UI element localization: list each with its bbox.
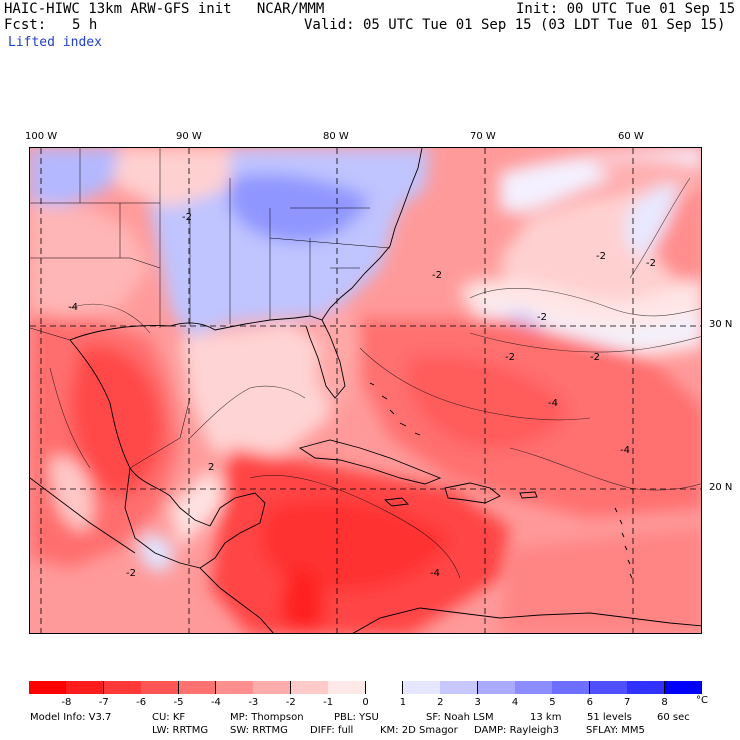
contour-label: -2 (182, 212, 192, 223)
lat-label-20n: 20 N (709, 482, 733, 493)
colorbar-cell (589, 681, 628, 694)
valid-time: Valid: 05 UTC Tue 01 Sep 15 (03 LDT Tue … (304, 17, 726, 33)
state-borders (30, 148, 391, 469)
contour-labels: -2 -2 -2 -2 -2 -2 -2 -2 -4 -4 -4 -4 2 (68, 212, 656, 579)
colorbar-cell (477, 681, 516, 694)
footer-sflay: SFLAY: MM5 (586, 725, 645, 736)
lon-label-60w: 60 W (618, 131, 644, 142)
colorbar-cell (103, 681, 142, 694)
colorbar-cell (328, 681, 366, 694)
colorbar-cell (402, 681, 441, 694)
colorbar-tick-label: 0 (362, 697, 369, 708)
contour-label: -2 (432, 270, 442, 281)
colorbar-cell (29, 681, 67, 694)
colorbar-tick-label: -7 (98, 697, 109, 708)
footer-damp: DAMP: Rayleigh3 (474, 725, 560, 736)
forecast-hour: 5 h (72, 17, 98, 33)
footer-km: KM: 2D Smagor (380, 725, 458, 736)
colorbar-tick-label: -8 (61, 697, 72, 708)
colorbar-cell (66, 681, 105, 694)
init-time: Init: 00 UTC Tue 01 Sep 15 (516, 1, 736, 17)
colorbar-tick-label: 5 (549, 697, 556, 708)
colorbar-cell (440, 681, 479, 694)
footer-cu: CU: KF (152, 712, 186, 723)
footer-timestep: 60 sec (657, 712, 690, 723)
field-name: Lifted index (8, 35, 102, 50)
contour-label: 2 (208, 462, 214, 473)
lon-label-90w: 90 W (176, 131, 202, 142)
lat-label-30n: 30 N (709, 319, 733, 330)
contour-label: -4 (68, 302, 78, 313)
colorbar-cell (215, 681, 254, 694)
colorbar-tick-label: -3 (248, 697, 259, 708)
lon-label-80w: 80 W (323, 131, 349, 142)
lon-label-100w: 100 W (25, 131, 58, 142)
colorbar-tick-label: -1 (323, 697, 334, 708)
footer-levels: 51 levels (587, 712, 632, 723)
footer-pbl: PBL: YSU (334, 712, 379, 723)
forecast-label: Fcst: (4, 17, 47, 33)
colorbar-tick-label: 8 (661, 697, 668, 708)
contour-label: -2 (505, 352, 515, 363)
colorbar-cell (552, 681, 591, 694)
colorbar-cell (664, 681, 703, 694)
contour-label: -2 (537, 312, 547, 323)
colorbar-tick-label: 3 (474, 697, 481, 708)
footer-model-info: Model Info: V3.7 (30, 712, 112, 723)
contour-label: -4 (548, 398, 558, 409)
lifted-index-map: -2 -2 -2 -2 -2 -2 -2 -2 -4 -4 -4 -4 2 (29, 147, 702, 634)
colorbar-tick-label: 4 (511, 697, 519, 708)
contour-label: -2 (646, 258, 656, 269)
colorbar-cell (253, 681, 292, 694)
colorbar-cell (141, 681, 180, 694)
footer-resolution: 13 km (530, 712, 562, 723)
colorbar-cell (290, 681, 329, 694)
lon-label-70w: 70 W (470, 131, 496, 142)
colorbar-tick-label: -6 (136, 697, 147, 708)
footer-lw: LW: RRTMG (152, 725, 209, 736)
colorbar-cell (178, 681, 217, 694)
colorbar-tick-label: 2 (437, 697, 444, 708)
map-canvas: -2 -2 -2 -2 -2 -2 -2 -2 -4 -4 -4 -4 2 (30, 148, 701, 633)
contours (49, 177, 701, 579)
contour-label: -4 (430, 568, 440, 579)
contour-label: -2 (596, 251, 606, 262)
footer-sw: SW: RRTMG (230, 725, 288, 736)
colorbar-tick-label: -5 (173, 697, 184, 708)
colorbar-tick-label: 1 (399, 697, 407, 708)
contour-label: -4 (620, 445, 630, 456)
colorbar-tick-label: 7 (624, 697, 631, 708)
contour-label: -2 (590, 352, 600, 363)
footer-diff: DIFF: full (310, 725, 354, 736)
footer-sf: SF: Noah LSM (426, 712, 494, 723)
lifted-index-field (30, 148, 701, 633)
colorbar-cell (627, 681, 666, 694)
model-title: HAIC-HIWC 13km ARW-GFS init NCAR/MMM (4, 1, 325, 17)
colorbar-tick-label: 6 (586, 697, 594, 708)
colorbar-unit: °C (696, 695, 708, 706)
colorbar-tick-label: -2 (285, 697, 296, 708)
contour-label: -2 (126, 568, 136, 579)
colorbar-tick-label: -4 (210, 697, 221, 708)
colorbar-cell (365, 681, 404, 694)
coastlines (30, 148, 701, 633)
footer-mp: MP: Thompson (230, 712, 304, 723)
lat-lon-grid (30, 148, 701, 633)
colorbar (29, 681, 703, 694)
colorbar-cell (515, 681, 553, 694)
